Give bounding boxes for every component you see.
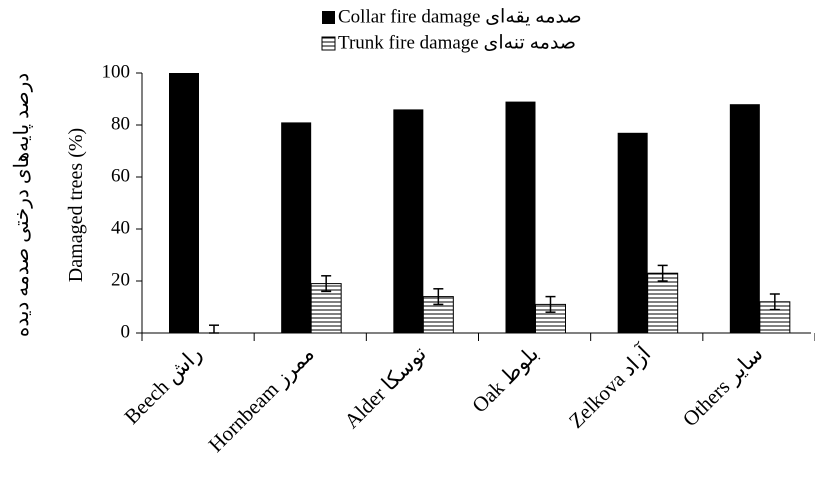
error-bar [209,324,219,334]
error-bar [769,293,780,311]
legend-swatch [321,36,336,51]
x-tick-label: Beech راش [119,342,207,430]
x-tick-label: Others سایر [678,342,768,432]
y-axis-label-fa: درصد پایه‌های درختی صدمه دیده [11,73,33,337]
y-tick-label: 20 [111,269,130,290]
bar [647,272,679,334]
error-bar [321,275,332,293]
legend-swatch [322,11,335,24]
error-bar [433,288,444,306]
x-tick-label: Zelkova آزاد [562,339,656,433]
bar [505,101,536,333]
bar [393,109,424,334]
x-tick-label: Alder توسکا [339,341,431,433]
y-tick-label: 60 [111,165,130,186]
bar [617,132,648,333]
bar [281,122,312,334]
legend-label: Collar fire damage صدمه یقه‌ای [338,6,582,27]
y-tick-label: 80 [111,113,130,134]
bar [169,73,199,333]
y-tick-label: 100 [102,61,131,82]
x-tick-label: Oak بلوط [467,342,544,419]
y-axis-label: Damaged trees (%) [65,128,87,282]
legend-label: Trunk fire damage صدمه تنه‌ای [338,32,576,53]
error-bar [657,264,668,282]
y-tick-label: 0 [121,321,131,342]
x-tick-label: Hornbeam ممرز [204,342,320,458]
y-tick-label: 40 [111,217,130,238]
error-bar [545,295,556,313]
bar [729,104,760,333]
